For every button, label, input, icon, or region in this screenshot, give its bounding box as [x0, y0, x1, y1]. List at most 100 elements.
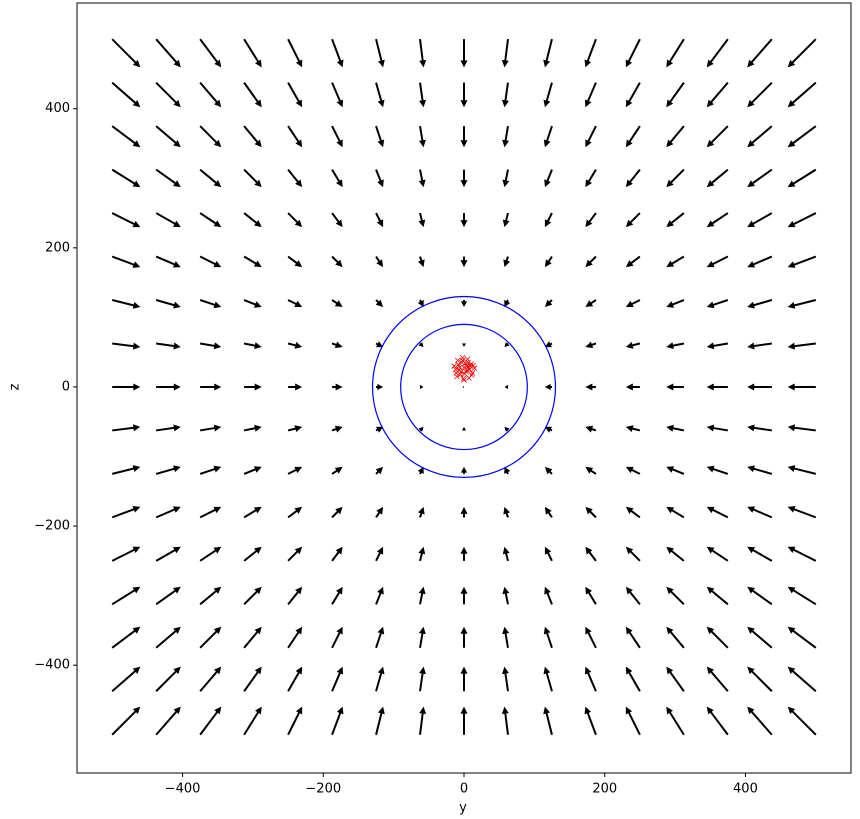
arrow [787, 706, 817, 736]
arrow [706, 342, 729, 350]
x-tick-label: −400 [165, 782, 201, 797]
arrow [243, 586, 262, 606]
arrow [787, 424, 816, 432]
arrow [243, 82, 262, 108]
arrow [287, 168, 303, 188]
arrow [418, 426, 424, 432]
arrow [418, 125, 426, 148]
arrow [243, 255, 262, 268]
arrow [155, 38, 181, 68]
arrow [747, 342, 772, 350]
arrow [460, 626, 468, 648]
arrow [243, 168, 262, 188]
arrow [287, 82, 303, 108]
arrow [418, 586, 426, 605]
arrow [199, 546, 222, 562]
y-axis-label: z [8, 383, 23, 390]
arrow [625, 546, 641, 562]
arrow [288, 383, 303, 391]
arrow [155, 255, 181, 268]
arrow [199, 125, 222, 148]
arrow [156, 342, 181, 350]
arrow [111, 212, 141, 228]
arrow [706, 168, 729, 188]
arrow [331, 255, 343, 268]
arrow [417, 466, 424, 475]
arrow [243, 424, 262, 432]
arrow [418, 212, 426, 228]
scatter-point [459, 359, 465, 366]
arrow [243, 299, 262, 308]
arrow [706, 255, 729, 268]
arrow [287, 341, 303, 349]
arrow [787, 38, 817, 68]
arrow [585, 586, 597, 605]
arrow [584, 706, 597, 736]
arrow [331, 212, 343, 228]
arrow [706, 299, 729, 309]
arrow [544, 212, 553, 228]
arrow [375, 38, 385, 68]
arrow [460, 706, 468, 735]
arrow [502, 626, 510, 648]
arrow [706, 626, 729, 649]
arrow [625, 82, 641, 108]
arrow [331, 38, 344, 68]
arrow [502, 546, 510, 562]
arrow [787, 666, 817, 693]
arrow [111, 255, 141, 268]
arrow [747, 81, 773, 108]
arrow [787, 506, 817, 519]
arrow [787, 125, 817, 148]
arrow [287, 125, 303, 148]
arrow [155, 706, 181, 736]
x-tick-label: 0 [460, 782, 468, 797]
scatter-point [460, 375, 467, 382]
arrow [625, 586, 641, 605]
arrow [287, 706, 303, 736]
arrow [625, 626, 641, 649]
arrow [460, 586, 468, 605]
arrow [666, 706, 685, 736]
arrow [504, 384, 509, 390]
arrow [666, 506, 685, 519]
arrow [419, 384, 424, 390]
arrow [502, 212, 510, 228]
arrow [504, 299, 511, 308]
scatter-point [464, 356, 471, 362]
arrow [331, 341, 343, 349]
arrow [666, 255, 685, 268]
arrow [666, 125, 685, 148]
arrow [243, 125, 262, 148]
arrow [418, 256, 425, 268]
arrow [199, 666, 222, 692]
arrow [112, 383, 141, 391]
arrow [787, 168, 817, 188]
arrow [584, 82, 597, 108]
y-tick-label: −200 [34, 519, 70, 534]
arrow [111, 666, 141, 693]
arrow [287, 466, 303, 475]
arrow [544, 169, 553, 188]
arrow [706, 506, 729, 519]
arrow [419, 706, 427, 735]
arrow [199, 255, 222, 268]
arrow [375, 666, 385, 692]
arrow [625, 506, 641, 519]
arrow [199, 465, 222, 475]
arrow [666, 342, 685, 350]
arrow [666, 383, 684, 391]
arrow [460, 300, 468, 308]
scatter-point [453, 370, 460, 376]
arrow [787, 586, 817, 606]
arrow [503, 256, 510, 268]
arrow [375, 82, 385, 108]
arrow [111, 706, 141, 736]
scatter-point [465, 364, 472, 370]
arrow [200, 383, 222, 391]
arrow [747, 383, 772, 391]
arrow [585, 425, 597, 433]
arrow [375, 299, 384, 308]
x-tick-label: −200 [305, 782, 341, 797]
arrow [501, 706, 509, 735]
